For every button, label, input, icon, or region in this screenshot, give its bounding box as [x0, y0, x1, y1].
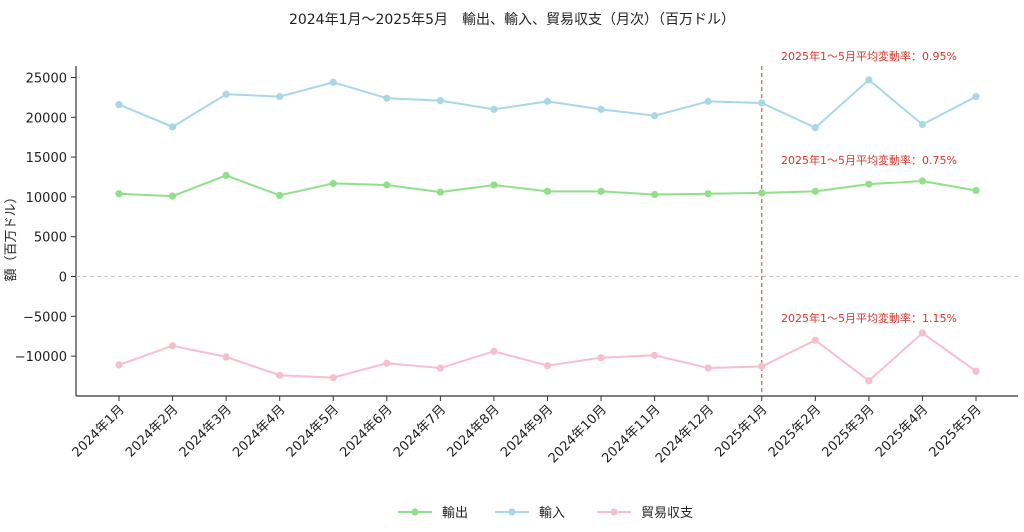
data-point [919, 329, 926, 336]
data-point [383, 95, 390, 102]
x-tick-label: 2025年3月 [819, 402, 877, 460]
data-point [276, 93, 283, 100]
data-point [115, 190, 122, 197]
data-point [115, 101, 122, 108]
data-point [705, 98, 712, 105]
data-point [758, 99, 765, 106]
data-point [383, 181, 390, 188]
data-point [223, 353, 230, 360]
x-tick-label: 2025年4月 [873, 402, 931, 460]
y-tick-label: −5000 [23, 310, 67, 325]
y-tick-label: 10000 [26, 191, 67, 206]
data-point [597, 188, 604, 195]
data-point [865, 76, 872, 83]
data-point [437, 189, 444, 196]
x-tick-label: 2024年2月 [123, 402, 181, 460]
data-point [651, 352, 658, 359]
data-point [972, 187, 979, 194]
annotation-label: 2025年1～5月平均変動率：0.95% [781, 49, 957, 63]
data-point [597, 354, 604, 361]
legend-label: 貿易収支 [641, 506, 693, 521]
x-tick-label: 2025年1月 [712, 402, 770, 460]
data-point [972, 368, 979, 375]
data-point [330, 79, 337, 86]
data-point [437, 97, 444, 104]
data-point [544, 188, 551, 195]
y-tick-label: 25000 [26, 72, 67, 87]
data-point [919, 121, 926, 128]
data-point [276, 192, 283, 199]
legend-label: 輸入 [539, 506, 565, 521]
x-tick-label: 2024年8月 [445, 402, 503, 460]
data-point [330, 374, 337, 381]
data-point [865, 377, 872, 384]
data-point [437, 364, 444, 371]
data-point [812, 188, 819, 195]
y-tick-label: −10000 [15, 350, 67, 365]
legend-swatch-marker [508, 508, 515, 515]
data-point [169, 123, 176, 130]
data-point [544, 362, 551, 369]
legend-label: 輸出 [442, 506, 468, 521]
data-point [223, 91, 230, 98]
data-point [490, 181, 497, 188]
x-tick-label: 2024年9月 [498, 402, 556, 460]
data-point [812, 337, 819, 344]
data-point [865, 181, 872, 188]
data-point [758, 363, 765, 370]
x-tick-label: 2024年3月 [177, 402, 235, 460]
data-point [972, 93, 979, 100]
data-point [330, 180, 337, 187]
data-point [919, 177, 926, 184]
annotation-label: 2025年1～5月平均変動率：1.15% [781, 311, 957, 325]
data-point [115, 361, 122, 368]
y-tick-label: 5000 [34, 231, 67, 246]
x-tick-label: 2024年1月 [70, 402, 128, 460]
data-point [705, 190, 712, 197]
data-point [651, 191, 658, 198]
y-tick-label: 15000 [26, 151, 67, 166]
y-axis-label: 額（百万ドル） [4, 190, 19, 281]
y-tick-label: 20000 [26, 111, 67, 126]
data-point [812, 124, 819, 131]
x-tick-label: 2025年2月 [766, 402, 824, 460]
data-point [169, 342, 176, 349]
data-point [276, 372, 283, 379]
series-line [119, 333, 976, 381]
legend-swatch-marker [610, 508, 617, 515]
annotation-label: 2025年1～5月平均変動率：0.75% [781, 153, 957, 167]
x-tick-label: 2024年6月 [337, 402, 395, 460]
data-point [651, 112, 658, 119]
data-point [597, 106, 604, 113]
data-point [223, 172, 230, 179]
data-point [758, 189, 765, 196]
data-point [383, 360, 390, 367]
x-tick-label: 2024年7月 [391, 402, 449, 460]
x-tick-label: 2024年12月 [653, 402, 717, 466]
data-point [705, 364, 712, 371]
chart-title: 2024年1月～2025年5月 輸出、輸入、貿易収支（月次）（百万ドル） [289, 12, 735, 28]
data-point [169, 193, 176, 200]
x-tick-label: 2025年5月 [927, 402, 985, 460]
data-point [544, 98, 551, 105]
y-tick-label: 0 [59, 271, 67, 286]
x-tick-label: 2024年4月 [230, 402, 288, 460]
data-point [490, 106, 497, 113]
data-point [490, 348, 497, 355]
legend-swatch-marker [411, 508, 418, 515]
x-tick-label: 2024年5月 [284, 402, 342, 460]
